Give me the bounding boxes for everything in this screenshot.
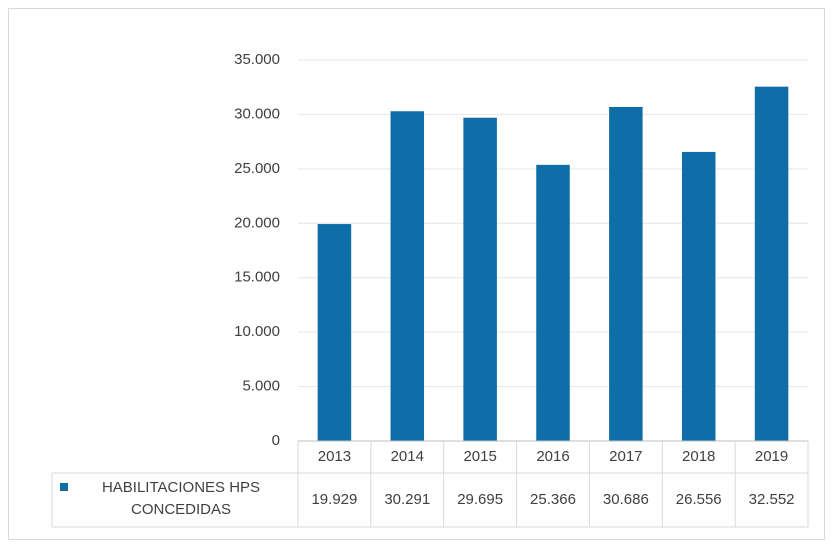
y-tick-label: 20.000 <box>234 214 280 231</box>
x-tick-label: 2014 <box>391 448 424 465</box>
bar <box>390 111 425 441</box>
y-tick-label: 25.000 <box>234 160 280 177</box>
x-tick-label: 2019 <box>755 448 788 465</box>
table-value: 30.291 <box>384 491 430 508</box>
y-tick-label: 30.000 <box>234 105 280 122</box>
bar <box>463 117 497 441</box>
y-tick-label: 0 <box>272 432 280 449</box>
y-tick-label: 10.000 <box>234 323 280 340</box>
x-tick-label: 2017 <box>609 448 642 465</box>
x-tick-label: 2013 <box>318 448 351 465</box>
table-value: 30.686 <box>603 491 649 508</box>
legend-key <box>60 483 68 491</box>
table-value: 26.556 <box>676 491 722 508</box>
x-tick-label: 2018 <box>682 448 715 465</box>
table-value: 25.366 <box>530 491 576 508</box>
y-tick-label: 15.000 <box>234 269 280 286</box>
table-value: 32.552 <box>749 491 795 508</box>
bar <box>609 106 643 441</box>
table-value: 29.695 <box>457 491 503 508</box>
bar <box>536 164 570 441</box>
legend-label: HABILITACIONES HPS CONCEDIDAS <box>101 479 261 518</box>
bar <box>681 151 716 441</box>
bar <box>754 86 789 442</box>
table-value: 19.929 <box>311 491 357 508</box>
x-tick-label: 2016 <box>536 448 569 465</box>
chart-border <box>8 8 825 540</box>
x-tick-label: 2015 <box>463 448 496 465</box>
y-tick-label: 35.000 <box>234 51 280 68</box>
y-tick-label: 5.000 <box>242 378 280 395</box>
bar <box>317 224 352 441</box>
